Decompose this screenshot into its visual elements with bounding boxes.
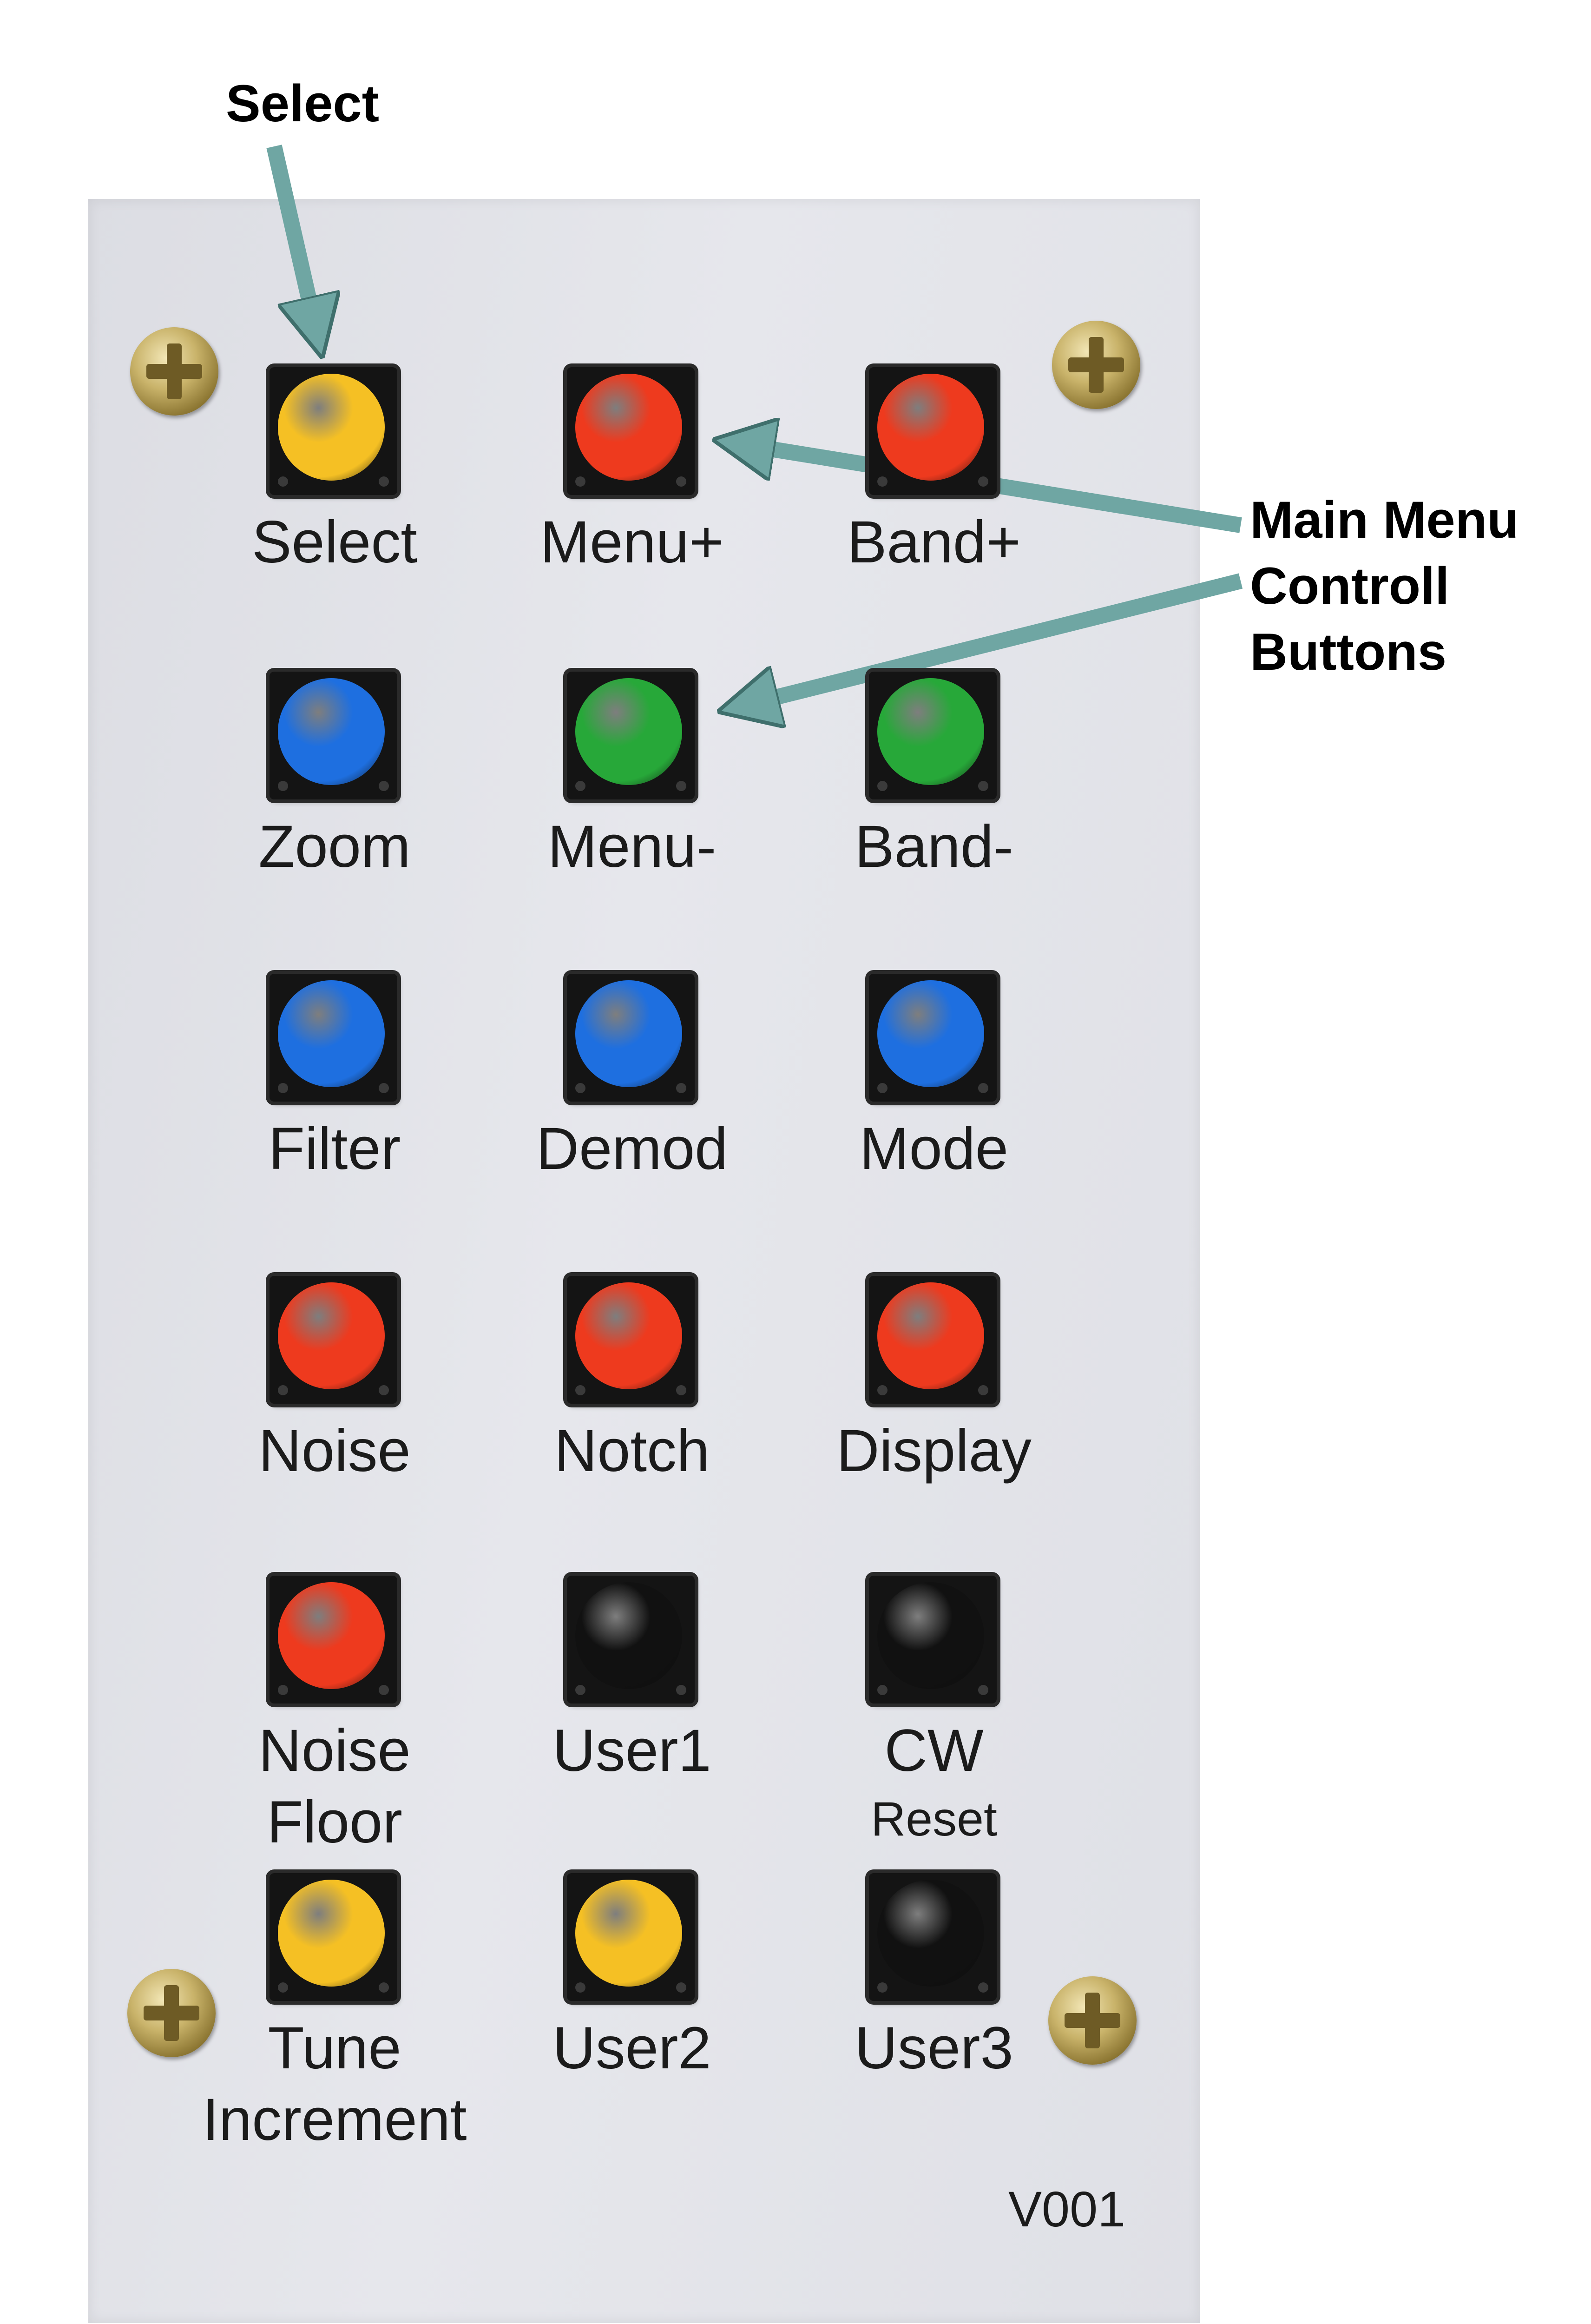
button-filter[interactable]: Filter <box>195 974 474 1262</box>
button-label: Demod <box>536 1116 728 1182</box>
screw-top-right <box>1052 321 1140 409</box>
switch-housing[interactable] <box>567 1276 695 1404</box>
button-menu-minus[interactable]: Menu- <box>493 672 771 960</box>
button-cap[interactable] <box>877 678 984 785</box>
button-label: Select <box>252 509 417 575</box>
button-label: Band- <box>855 813 1013 880</box>
select-arrow <box>266 145 320 346</box>
switch-housing[interactable] <box>270 367 397 495</box>
screw-bottom-left <box>127 1969 216 2057</box>
button-cap[interactable] <box>575 1282 682 1389</box>
switch-housing[interactable] <box>567 1873 695 2001</box>
button-label: Band+ <box>847 509 1021 575</box>
screw-top-left <box>130 327 218 416</box>
switch-housing[interactable] <box>869 1873 997 2001</box>
button-cw[interactable]: CW Reset <box>795 1576 1073 1864</box>
button-label: User1 <box>552 1717 711 1784</box>
button-cap[interactable] <box>877 374 984 481</box>
button-label: User3 <box>855 2015 1013 2081</box>
button-label-line: Noise <box>258 1717 411 1784</box>
button-cap[interactable] <box>278 678 385 785</box>
switch-housing[interactable] <box>270 974 397 1102</box>
button-cap[interactable] <box>877 1880 984 1987</box>
button-tune-increment[interactable]: Tune Increment <box>195 1873 474 2161</box>
menu-minus-arrow <box>730 573 1243 709</box>
switch-housing[interactable] <box>270 1873 397 2001</box>
switch-housing[interactable] <box>567 1576 695 1703</box>
switch-housing[interactable] <box>869 1276 997 1404</box>
button-cap[interactable] <box>877 1282 984 1389</box>
button-user2[interactable]: User2 <box>493 1873 771 2161</box>
button-label-line: Tune <box>268 2015 401 2081</box>
switch-housing[interactable] <box>869 367 997 495</box>
button-menu-plus[interactable]: Menu+ <box>493 367 771 655</box>
button-label: Mode <box>859 1116 1009 1182</box>
button-label: Noise <box>258 1418 411 1484</box>
button-label: CW <box>884 1717 984 1784</box>
main-menu-annotation: Main Menu Controll Buttons <box>1250 487 1519 685</box>
button-cap[interactable] <box>278 1880 385 1987</box>
button-cap[interactable] <box>278 374 385 481</box>
switch-housing[interactable] <box>270 672 397 799</box>
button-band-minus[interactable]: Band- <box>795 672 1073 960</box>
button-noise[interactable]: Noise <box>195 1276 474 1564</box>
button-cap[interactable] <box>575 1582 682 1689</box>
button-label: Zoom <box>258 813 411 880</box>
button-cap[interactable] <box>575 374 682 481</box>
button-cap[interactable] <box>575 980 682 1087</box>
button-user1[interactable]: User1 <box>493 1576 771 1864</box>
version-label: V001 <box>1008 2181 1126 2237</box>
switch-housing[interactable] <box>567 672 695 799</box>
button-notch[interactable]: Notch <box>493 1276 771 1564</box>
button-label-line: Increment <box>202 2086 467 2153</box>
switch-housing[interactable] <box>270 1276 397 1404</box>
button-label: Menu- <box>547 813 717 880</box>
button-noise-floor[interactable]: Noise Floor <box>195 1576 474 1864</box>
button-cap[interactable] <box>278 1282 385 1389</box>
switch-housing[interactable] <box>567 974 695 1102</box>
button-mode[interactable]: Mode <box>795 974 1073 1262</box>
button-label: User2 <box>552 2015 711 2081</box>
switch-housing[interactable] <box>270 1576 397 1703</box>
button-band-plus[interactable]: Band+ <box>795 367 1073 655</box>
switch-housing[interactable] <box>869 672 997 799</box>
button-cap[interactable] <box>575 678 682 785</box>
button-label: Noise Floor <box>195 1715 474 1858</box>
button-cap[interactable] <box>877 1582 984 1689</box>
button-label-line: Floor <box>267 1789 402 1855</box>
button-zoom[interactable]: Zoom <box>195 672 474 960</box>
button-label: Display <box>836 1418 1032 1484</box>
switch-housing[interactable] <box>869 974 997 1102</box>
main-menu-annotation-line: Buttons <box>1250 623 1447 681</box>
button-cap[interactable] <box>278 980 385 1087</box>
button-label: Tune Increment <box>195 2013 474 2156</box>
button-user3[interactable]: User3 <box>795 1873 1073 2161</box>
button-label: Menu+ <box>540 509 724 575</box>
switch-housing[interactable] <box>567 367 695 495</box>
main-menu-annotation-line: Main Menu <box>1250 491 1519 549</box>
main-menu-annotation-line: Controll <box>1250 557 1450 615</box>
button-cap[interactable] <box>877 980 984 1087</box>
button-demod[interactable]: Demod <box>493 974 771 1262</box>
screw-bottom-right <box>1048 1976 1137 2065</box>
select-annotation: Select <box>226 74 379 132</box>
button-select[interactable]: Select <box>195 367 474 655</box>
button-label: Notch <box>554 1418 710 1484</box>
button-cap[interactable] <box>575 1880 682 1987</box>
switch-housing[interactable] <box>869 1576 997 1703</box>
button-display[interactable]: Display <box>795 1276 1073 1564</box>
button-label: Filter <box>268 1116 401 1182</box>
button-cap[interactable] <box>278 1582 385 1689</box>
button-sub-label: Reset <box>871 1792 997 1846</box>
